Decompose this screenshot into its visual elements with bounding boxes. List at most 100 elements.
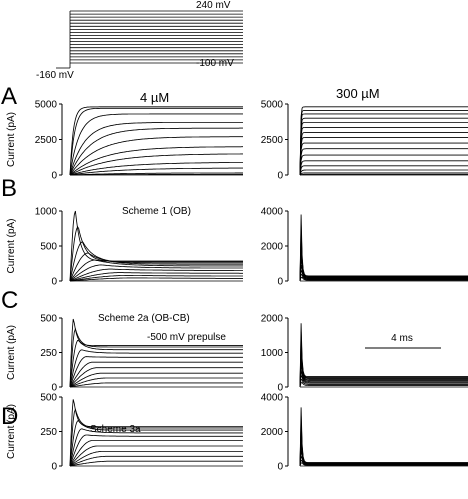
current-trace: [299, 117, 468, 176]
current-trace: [299, 349, 468, 388]
y-tick-label: 2500: [35, 135, 58, 146]
y-tick-label: 0: [51, 462, 57, 473]
y-tick-label: 0: [277, 171, 283, 182]
current-trace: [69, 268, 243, 282]
panel-letter-c: C: [1, 287, 18, 314]
current-trace: [299, 431, 468, 467]
current-trace: [299, 148, 468, 176]
current-trace: [69, 408, 243, 467]
y-tick-label: 500: [40, 242, 57, 253]
current-trace: [299, 234, 468, 282]
current-trace: [299, 455, 468, 467]
current-trace: [69, 136, 243, 176]
panel-b-4um: 1000 500 0 Current (pA): [6, 207, 243, 288]
current-trace: [299, 154, 468, 176]
panel-d-4um: 500 250 0 Current (pA): [6, 393, 243, 473]
current-trace: [69, 434, 243, 467]
current-trace: [70, 172, 243, 176]
current-trace: [69, 455, 243, 467]
current-trace: [299, 373, 468, 388]
current-trace: [299, 142, 468, 176]
current-trace: [69, 382, 243, 388]
current-trace: [69, 356, 243, 388]
voltage-top-label: 240 mV: [196, 0, 231, 11]
current-trace: [299, 131, 468, 176]
y-tick-label: 0: [277, 462, 283, 473]
y-tick-label: 5000: [35, 100, 58, 111]
current-trace: [69, 259, 243, 282]
current-trace: [69, 162, 243, 176]
current-trace: [69, 113, 243, 176]
panel-b-300um: 4000 2000 0: [261, 207, 468, 288]
current-trace: [69, 107, 243, 176]
y-axis-label: Current (pA): [6, 218, 17, 273]
current-trace: [69, 327, 243, 388]
current-trace: [70, 173, 243, 176]
panel-d-300um: 4000 2000 0: [261, 393, 468, 473]
scheme-3a-label: Scheme 3a: [90, 424, 141, 435]
current-trace: [299, 172, 468, 176]
current-trace: [299, 407, 468, 467]
current-trace: [299, 264, 468, 282]
current-trace: [299, 269, 468, 282]
panel-c-4um: 500 250 0 Current (pA): [6, 314, 243, 394]
current-trace: [299, 382, 468, 388]
column-title-300um: 300 µM: [336, 86, 380, 101]
current-trace: [299, 113, 468, 176]
current-trace: [299, 364, 468, 388]
y-tick-label: 2000: [261, 427, 284, 438]
current-trace: [299, 323, 468, 388]
current-trace: [299, 242, 468, 282]
y-tick-label: 4000: [261, 393, 284, 404]
y-tick-label: 5000: [261, 100, 284, 111]
current-trace: [299, 370, 468, 388]
current-trace: [299, 415, 468, 467]
current-trace: [299, 160, 468, 176]
current-trace: [299, 340, 468, 388]
current-trace: [69, 167, 243, 176]
current-trace: [299, 165, 468, 176]
current-trace: [69, 277, 243, 282]
current-trace: [299, 169, 468, 176]
y-tick-label: 1000: [261, 348, 284, 359]
current-trace: [69, 367, 243, 388]
current-trace: [69, 428, 243, 467]
current-trace: [69, 318, 243, 388]
current-trace: [69, 106, 243, 176]
current-trace: [69, 339, 243, 388]
current-trace: [299, 462, 468, 467]
scheme-2a-label: Scheme 2a (OB-CB): [98, 313, 190, 324]
y-tick-label: 500: [40, 393, 57, 404]
current-trace: [299, 214, 468, 282]
current-trace: [69, 153, 243, 176]
current-trace: [69, 445, 243, 467]
current-trace: [299, 273, 468, 282]
current-trace: [69, 440, 243, 467]
y-axis-label: Current (pA): [6, 404, 17, 459]
y-tick-label: 2000: [261, 242, 284, 253]
column-title-4um: 4 µM: [140, 90, 169, 105]
y-tick-label: 0: [51, 383, 57, 394]
current-trace: [69, 377, 243, 388]
panel-c-300um: 2000 1000 0: [261, 314, 468, 394]
current-trace: [299, 109, 468, 176]
current-trace: [69, 122, 243, 176]
current-trace: [69, 361, 243, 388]
y-tick-label: 500: [40, 314, 57, 325]
current-trace: [69, 372, 243, 388]
current-trace: [69, 146, 243, 176]
y-tick-label: 2000: [261, 314, 284, 325]
current-trace: [69, 349, 243, 388]
voltage-holding-label: -160 mV: [36, 70, 74, 81]
y-tick-label: 0: [51, 277, 57, 288]
panel-a-300um: 5000 2500 0: [261, 100, 468, 182]
y-tick-label: 0: [277, 383, 283, 394]
panel-letter-d: D: [1, 403, 18, 430]
current-trace: [69, 127, 243, 176]
current-trace: [69, 241, 243, 282]
voltage-protocol: 240 mV -100 mV -160 mV: [36, 0, 243, 81]
y-tick-label: 4000: [261, 207, 284, 218]
current-trace: [69, 264, 243, 282]
panel-letter-b: B: [1, 175, 17, 202]
current-trace: [299, 136, 468, 176]
